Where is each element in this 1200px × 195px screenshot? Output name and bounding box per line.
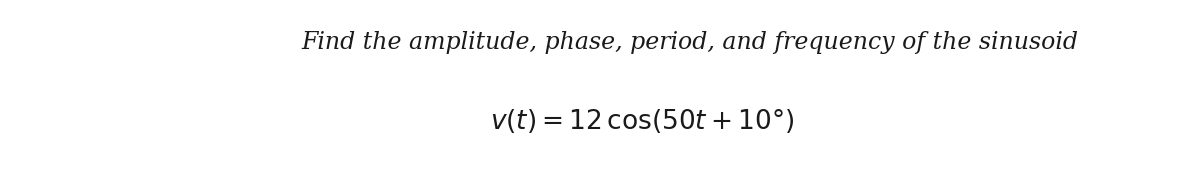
Text: Find the amplitude, phase, period, and frequency of the sinusoid: Find the amplitude, phase, period, and f…: [301, 31, 1079, 54]
Text: $v(t) = 12\,\mathrm{cos}(50t + 10°)$: $v(t) = 12\,\mathrm{cos}(50t + 10°)$: [490, 107, 794, 135]
